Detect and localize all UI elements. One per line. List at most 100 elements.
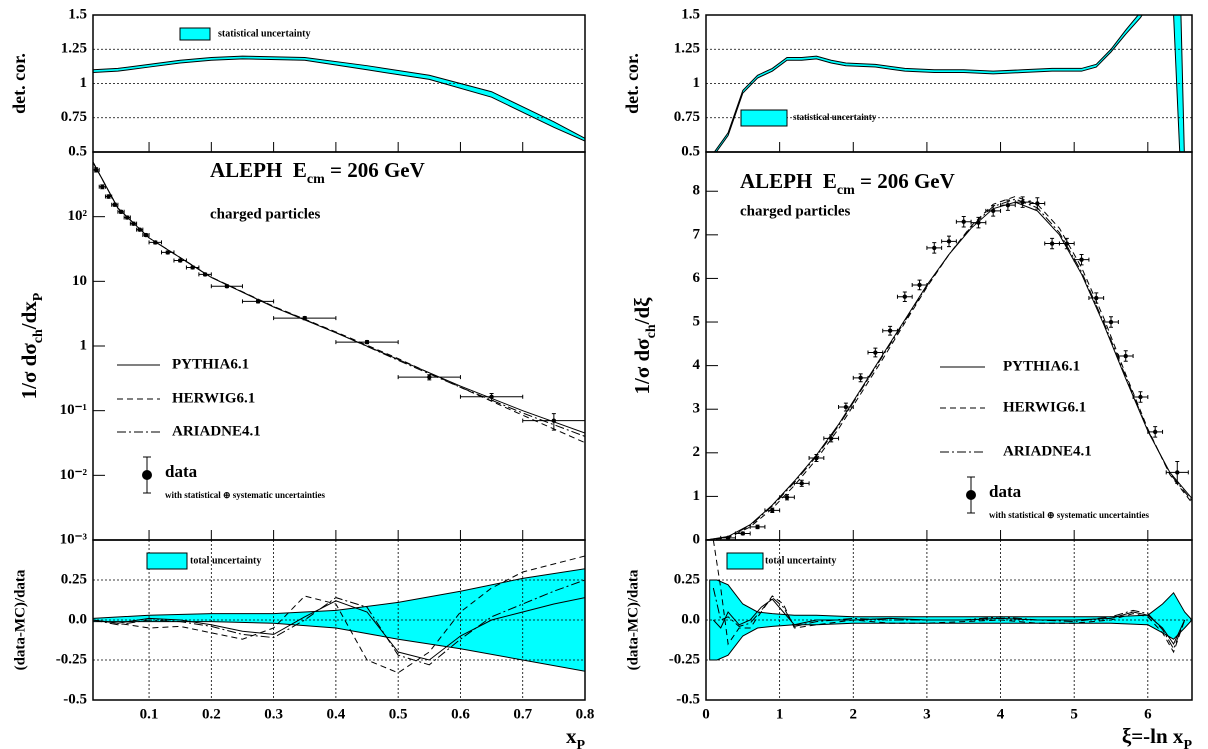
data-point xyxy=(725,535,731,540)
text-part: 1/σ dσ xyxy=(17,343,41,400)
y-tick-label: -0.5 xyxy=(63,691,87,707)
x-tick-label: 0.4 xyxy=(327,706,346,722)
text-part: ALEPH E xyxy=(210,158,307,182)
data-point xyxy=(1064,241,1070,246)
data-point xyxy=(1123,353,1128,359)
text-part: /dx xyxy=(17,301,41,331)
y-tick-label: 8 xyxy=(693,183,701,199)
subscript: ch xyxy=(31,329,46,343)
y-tick-label: 10 xyxy=(72,273,87,289)
subscript: P xyxy=(1183,738,1192,749)
data-point xyxy=(1094,295,1099,301)
panel-frame xyxy=(92,151,586,541)
legend-label: total uncertainty xyxy=(765,555,836,566)
data-point xyxy=(202,272,208,277)
rich-label: ξ=-ln xP xyxy=(1122,724,1193,749)
legend-label: ARIADNE4.1 xyxy=(1003,443,1092,459)
y-tick-label: 7 xyxy=(693,226,701,242)
text-part: = 206 GeV xyxy=(855,169,955,193)
data-point xyxy=(190,265,195,270)
y-axis-label: (data-MC)/data xyxy=(12,569,28,670)
data-point xyxy=(828,436,834,441)
y-tick-label: 10² xyxy=(68,208,88,224)
data-point xyxy=(887,328,893,333)
legend-marker xyxy=(142,470,152,480)
y-axis-label: (data-MC)/data xyxy=(625,569,641,670)
data-point xyxy=(137,227,142,232)
data-point xyxy=(990,208,996,214)
y-tick-label: 0.5 xyxy=(68,143,87,159)
data-point xyxy=(873,350,878,355)
subscript: P xyxy=(31,292,46,301)
y-tick-label: 10⁻² xyxy=(60,467,88,483)
data-point xyxy=(112,202,117,207)
legend-swatch xyxy=(740,109,788,127)
plot-area xyxy=(706,195,1192,540)
x-tick-label: 0.7 xyxy=(513,706,532,722)
data-point xyxy=(961,219,966,224)
data-point xyxy=(858,375,863,381)
data-point xyxy=(740,531,746,536)
y-tick-label: -0.25 xyxy=(56,651,87,667)
legend-label: ARIADNE4.1 xyxy=(172,423,261,439)
data-point xyxy=(106,194,111,199)
legend-swatch xyxy=(179,27,211,41)
legend-swatch xyxy=(146,552,188,570)
legend-label: PYTHIA6.1 xyxy=(172,356,249,372)
data-point xyxy=(489,394,494,399)
data-point xyxy=(1020,199,1025,205)
data-point xyxy=(917,282,922,288)
data-point xyxy=(302,315,307,321)
panel-frame xyxy=(705,539,1193,701)
legend-label: data xyxy=(165,462,198,481)
y-tick-label: 10⁻³ xyxy=(60,531,88,547)
data-point xyxy=(177,258,183,263)
x-tick-label: 0.5 xyxy=(389,706,408,722)
data-point xyxy=(814,455,819,461)
data-point xyxy=(364,339,370,345)
plot-area xyxy=(713,15,1185,152)
plot-area xyxy=(93,555,585,674)
data-point xyxy=(551,418,557,423)
data-point xyxy=(131,221,136,226)
y-tick-label: -0.5 xyxy=(676,691,700,707)
data-point xyxy=(755,524,760,530)
y-tick-label: 5 xyxy=(693,313,701,329)
legend-label: total uncertainty xyxy=(190,555,261,566)
y-tick-label: 1.25 xyxy=(674,41,700,57)
data-point xyxy=(1175,470,1180,475)
axes: 10⁻³ 10⁻² 10⁻¹ 1 10 10² xyxy=(60,208,586,547)
y-axis-label: det. cor. xyxy=(9,53,29,114)
legend-label: HERWIG6.1 xyxy=(172,390,255,406)
text-part: = 206 GeV xyxy=(325,158,425,182)
uncertainty-band xyxy=(713,15,1185,152)
data-point xyxy=(427,374,432,380)
data-point xyxy=(1152,429,1158,435)
subtitle: charged particles xyxy=(740,203,851,219)
subscript: P xyxy=(576,738,585,749)
y-tick-label: 10⁻¹ xyxy=(60,402,87,418)
rich-label: 1/σ dσch/dxP xyxy=(17,292,46,399)
x-tick-label: 0.6 xyxy=(451,706,470,722)
x-tick-label: 0.3 xyxy=(264,706,283,722)
model-line xyxy=(706,198,1192,540)
rich-label: ALEPH Ecm = 206 GeV xyxy=(210,158,425,187)
text-part: x xyxy=(566,724,577,748)
legend-note: with statistical ⊕ systematic uncertaint… xyxy=(165,490,326,500)
y-axis-label: det. cor. xyxy=(622,53,642,114)
data-point xyxy=(1035,201,1040,206)
model-line xyxy=(93,161,585,434)
x-tick-label: 1 xyxy=(776,706,784,722)
data-point xyxy=(153,240,158,245)
data-point xyxy=(843,404,849,410)
y-tick-label: 1 xyxy=(80,337,88,353)
uncertainty-band xyxy=(93,55,585,142)
text-part: ALEPH E xyxy=(740,169,837,193)
data-point xyxy=(932,245,937,251)
y-tick-label: 0 xyxy=(693,531,701,547)
model-line xyxy=(706,195,1192,540)
ratio-line xyxy=(712,540,1186,654)
plot-area xyxy=(93,55,585,142)
y-tick-label: -0.25 xyxy=(669,651,700,667)
